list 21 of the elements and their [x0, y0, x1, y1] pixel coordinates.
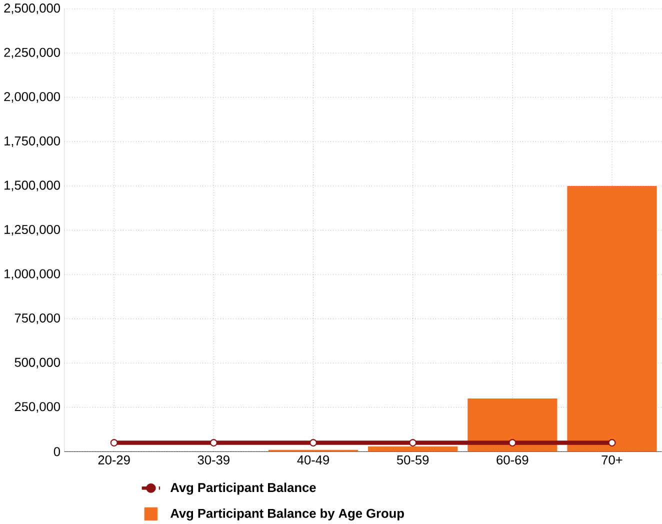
bar: [567, 186, 657, 452]
x-tick-label: 20-29: [98, 456, 130, 465]
bar: [368, 446, 458, 452]
y-tick-label: 2,250,000: [4, 48, 60, 59]
x-tick-label: 60-69: [496, 456, 528, 465]
x-tick-label: 70+: [602, 456, 622, 465]
y-tick-label: 250,000: [14, 402, 60, 413]
x-tick-label: 50-59: [396, 456, 429, 465]
y-tick-label: 1,000,000: [4, 269, 60, 280]
y-tick-label: 1,250,000: [4, 225, 60, 236]
legend-label: Avg Participant Balance by Age Group: [170, 508, 404, 521]
y-tick-label: 0: [54, 447, 60, 456]
y-tick-label: 500,000: [14, 358, 60, 369]
y-tick-label: 2,500,000: [4, 4, 60, 14]
y-tick-label: 1,750,000: [4, 136, 60, 148]
y-tick-label: 750,000: [14, 314, 60, 324]
y-tick-label: 1,500,000: [4, 180, 60, 192]
x-tick-label: 40-49: [297, 456, 330, 465]
legend-label: Avg Participant Balance: [170, 482, 316, 495]
x-tick-label: 30-39: [198, 456, 230, 465]
y-tick-label: 2,000,000: [4, 92, 60, 103]
